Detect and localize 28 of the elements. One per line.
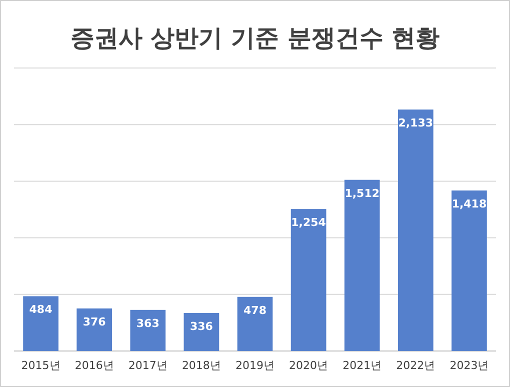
bar bbox=[452, 190, 487, 351]
bar bbox=[23, 296, 58, 351]
x-tick-label: 2020년 bbox=[289, 359, 328, 372]
x-tick-label: 2015년 bbox=[21, 359, 60, 372]
chart-title: 증권사 상반기 기준 분쟁건수 현황 bbox=[70, 24, 440, 52]
bar bbox=[344, 180, 380, 351]
bar bbox=[398, 110, 434, 351]
bar bbox=[76, 308, 112, 351]
data-label: 1,254 bbox=[291, 216, 326, 230]
bar bbox=[184, 312, 220, 351]
x-tick-label: 2021년 bbox=[342, 359, 382, 372]
bar bbox=[290, 209, 326, 351]
data-label: 478 bbox=[244, 304, 266, 317]
data-label: 2,133 bbox=[398, 116, 434, 130]
x-tick-label: 2023년 bbox=[450, 359, 489, 372]
data-label: 1,418 bbox=[452, 197, 487, 210]
x-tick-label: 2022년 bbox=[396, 359, 436, 372]
data-label: 363 bbox=[136, 316, 160, 330]
data-label: 376 bbox=[82, 315, 106, 328]
bar bbox=[237, 296, 273, 351]
x-tick-label: 2017년 bbox=[128, 359, 168, 372]
x-tick-label: 2016년 bbox=[74, 359, 114, 372]
x-tick-label: 2018년 bbox=[182, 359, 221, 372]
data-label: 336 bbox=[190, 320, 214, 333]
x-tick-label: 2019년 bbox=[236, 359, 274, 372]
data-label: 484 bbox=[29, 303, 53, 316]
data-label: 1,512 bbox=[344, 186, 380, 200]
bar bbox=[130, 310, 166, 351]
